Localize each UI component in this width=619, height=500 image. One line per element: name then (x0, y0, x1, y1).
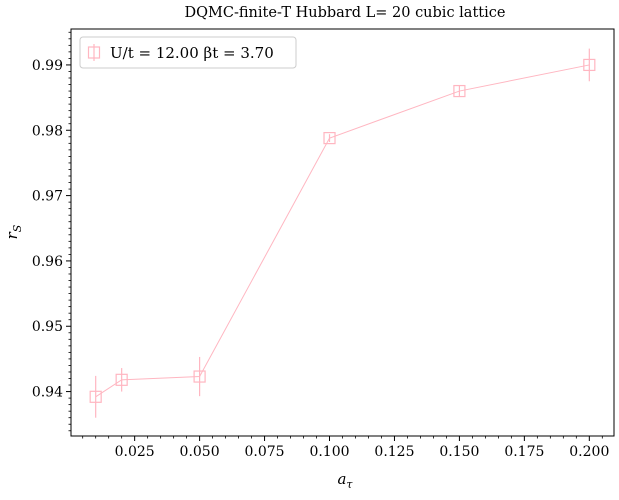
data-point (89, 390, 102, 403)
x-tick-label: 0.075 (245, 444, 285, 460)
legend-square-marker (87, 46, 101, 59)
plot-frame (70, 28, 615, 437)
data-point (583, 58, 596, 72)
data-point (323, 131, 336, 145)
x-axis: 0.025 0.050 0.075 0.100 0.125 0.150 0.175 0.200 (82, 436, 609, 460)
chart-title: DQMC-finite-T Hubbard L= 20 cubic lattic… (185, 5, 506, 21)
y-tick-label: 0.95 (32, 319, 63, 335)
y-tick-label: 0.99 (32, 58, 63, 74)
data-point (453, 84, 466, 98)
x-tick-label: 0.100 (309, 444, 349, 460)
legend-marker (87, 44, 101, 61)
y-tick-label: 0.98 (32, 123, 63, 139)
legend-box (79, 36, 297, 69)
x-tick-label: 0.175 (504, 444, 544, 460)
x-tick-label: 0.125 (374, 444, 414, 460)
y-axis: 0.94 0.95 0.96 0.97 0.98 0.99 (32, 31, 71, 432)
y-tick-label: 0.94 (32, 385, 63, 401)
x-tick-label: 0.050 (180, 444, 220, 460)
legend-label: U/t = 12.00 βt = 3.70 (110, 44, 274, 62)
y-tick-label: 0.96 (32, 254, 63, 270)
x-tick-label: 0.150 (439, 444, 479, 460)
series-layer (89, 48, 596, 418)
data-point (193, 370, 206, 383)
y-axis-label: rS (3, 224, 24, 239)
x-axis-label: aτ (337, 470, 353, 491)
legend: U/t = 12.00 βt = 3.70 (79, 36, 297, 69)
x-tick-label: 0.200 (569, 444, 609, 460)
series-line (95, 64, 590, 398)
x-tick-label: 0.025 (115, 444, 155, 460)
data-point (115, 373, 128, 386)
y-tick-label: 0.97 (32, 189, 63, 205)
